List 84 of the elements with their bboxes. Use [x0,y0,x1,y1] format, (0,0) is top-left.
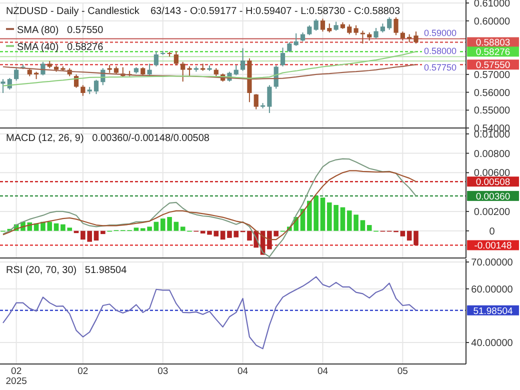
bar [54,223,59,231]
candlestick [234,64,238,76]
candlestick [280,47,286,67]
ref-line-label: 0.59000 [424,28,457,38]
y-tick-label: 0.00800 [474,148,511,160]
bar [134,228,139,231]
line-series [2,51,417,86]
candlestick [354,24,358,36]
y-tick-label: 0.56000 [474,88,511,99]
bar [174,222,179,231]
candlestick [254,94,258,110]
x-tick-label: 04 [238,366,248,377]
bar [360,220,366,231]
candlestick [267,84,272,114]
bar [340,207,346,231]
bar [366,225,372,231]
ref-line-label: 0.58000 [424,46,457,56]
x-tick-label: 04 [317,366,328,377]
ref-line-label: 0.58276 [476,47,510,58]
candlestick [347,24,352,35]
ref-line-label: 51.98504 [473,306,513,317]
candlestick [94,79,99,95]
y-tick-label: 0.01000 [474,129,511,140]
candlestick [0,78,6,94]
bar [94,230,99,241]
bar [400,230,406,236]
y-tick-label: 0.00200 [474,206,511,218]
candlestick [387,16,392,30]
line-series [2,170,417,240]
chart-title: MACD (12, 26, 9) 0.00360/-0.00148/0.00508 [6,133,210,144]
line-series [2,158,417,258]
y-tick-label: 0.00600 [474,168,511,180]
x-tick-label: 02 [78,366,88,377]
ref-line-label: 0.58803 [476,38,510,49]
candlestick [80,84,86,96]
candlestick [14,68,19,82]
candlestick [147,63,152,76]
candlestick [287,42,292,53]
text: 2025 [6,376,27,387]
ref-line-label: -0.00148 [474,240,512,252]
bar [214,230,219,236]
bar [320,198,326,231]
candlestick [240,48,246,72]
candlestick [74,74,79,88]
candlestick [307,24,312,36]
x-tick-label: 02 [11,366,22,377]
bar [207,230,212,235]
x-tick-label: 05 [397,366,408,377]
x-tick-label: 03 [158,366,168,377]
candlestick [414,30,418,44]
y-tick-label: 0 [489,226,496,238]
bar [180,226,186,231]
candlestick [374,28,378,40]
line-series [2,276,417,350]
ref-line-label: 0.00360 [476,191,510,202]
candlestick [360,30,366,44]
chart-title: NZDUSD - Daily - Candlestick 63/143 - O:0.59177 - H:0.59407 - L:0.58730 - C:0.58803 [6,6,401,17]
bar [100,230,106,234]
y-tick-label: 0.55000 [474,106,511,117]
y-tick-label: 0.57000 [474,70,511,81]
candlestick [394,16,398,36]
bar [220,230,226,240]
candlestick [320,18,326,32]
legend-label: SMA (40) 0.58276 [17,42,104,53]
y-tick-label: 70.00000 [471,258,514,268]
legend-label: SMA (80) 0.57550 [17,25,104,36]
bar [154,222,159,231]
y-tick-label: 0.60000 [474,16,511,28]
candlestick [314,18,318,32]
candlestick [174,50,178,66]
y-tick-label: 40.00000 [471,338,514,350]
candlestick [180,61,186,82]
candlestick [154,50,159,67]
bar [414,230,418,246]
candlestick [40,61,46,76]
ref-line-label: 0.57750 [424,62,457,73]
candlestick [187,66,192,77]
candlestick [294,32,298,46]
ref-line-label: 0.57550 [476,60,510,72]
chart-title: RSI (20, 70, 30) 51.98504 [6,265,128,276]
bar [200,230,206,234]
ref-line-label: 0.00508 [476,177,510,188]
bar [406,230,412,241]
y-tick-label: 60.00000 [471,284,514,296]
